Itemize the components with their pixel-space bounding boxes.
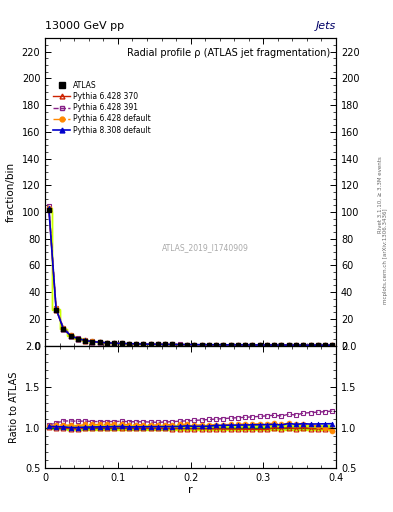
Y-axis label: Ratio to ATLAS: Ratio to ATLAS bbox=[9, 371, 19, 443]
Text: ATLAS_2019_I1740909: ATLAS_2019_I1740909 bbox=[162, 243, 249, 252]
Text: Jets: Jets bbox=[316, 20, 336, 31]
X-axis label: r: r bbox=[188, 485, 193, 495]
Text: Rivet 3.1.10, ≥ 3.3M events: Rivet 3.1.10, ≥ 3.3M events bbox=[378, 156, 383, 233]
Legend: ATLAS, Pythia 6.428 370, Pythia 6.428 391, Pythia 6.428 default, Pythia 8.308 de: ATLAS, Pythia 6.428 370, Pythia 6.428 39… bbox=[52, 79, 152, 136]
Text: mcplots.cern.ch [arXiv:1306.3436]: mcplots.cern.ch [arXiv:1306.3436] bbox=[384, 208, 388, 304]
Text: Radial profile ρ (ATLAS jet fragmentation): Radial profile ρ (ATLAS jet fragmentatio… bbox=[127, 48, 330, 58]
Y-axis label: fraction/bin: fraction/bin bbox=[6, 162, 16, 222]
Text: 13000 GeV pp: 13000 GeV pp bbox=[45, 20, 124, 31]
